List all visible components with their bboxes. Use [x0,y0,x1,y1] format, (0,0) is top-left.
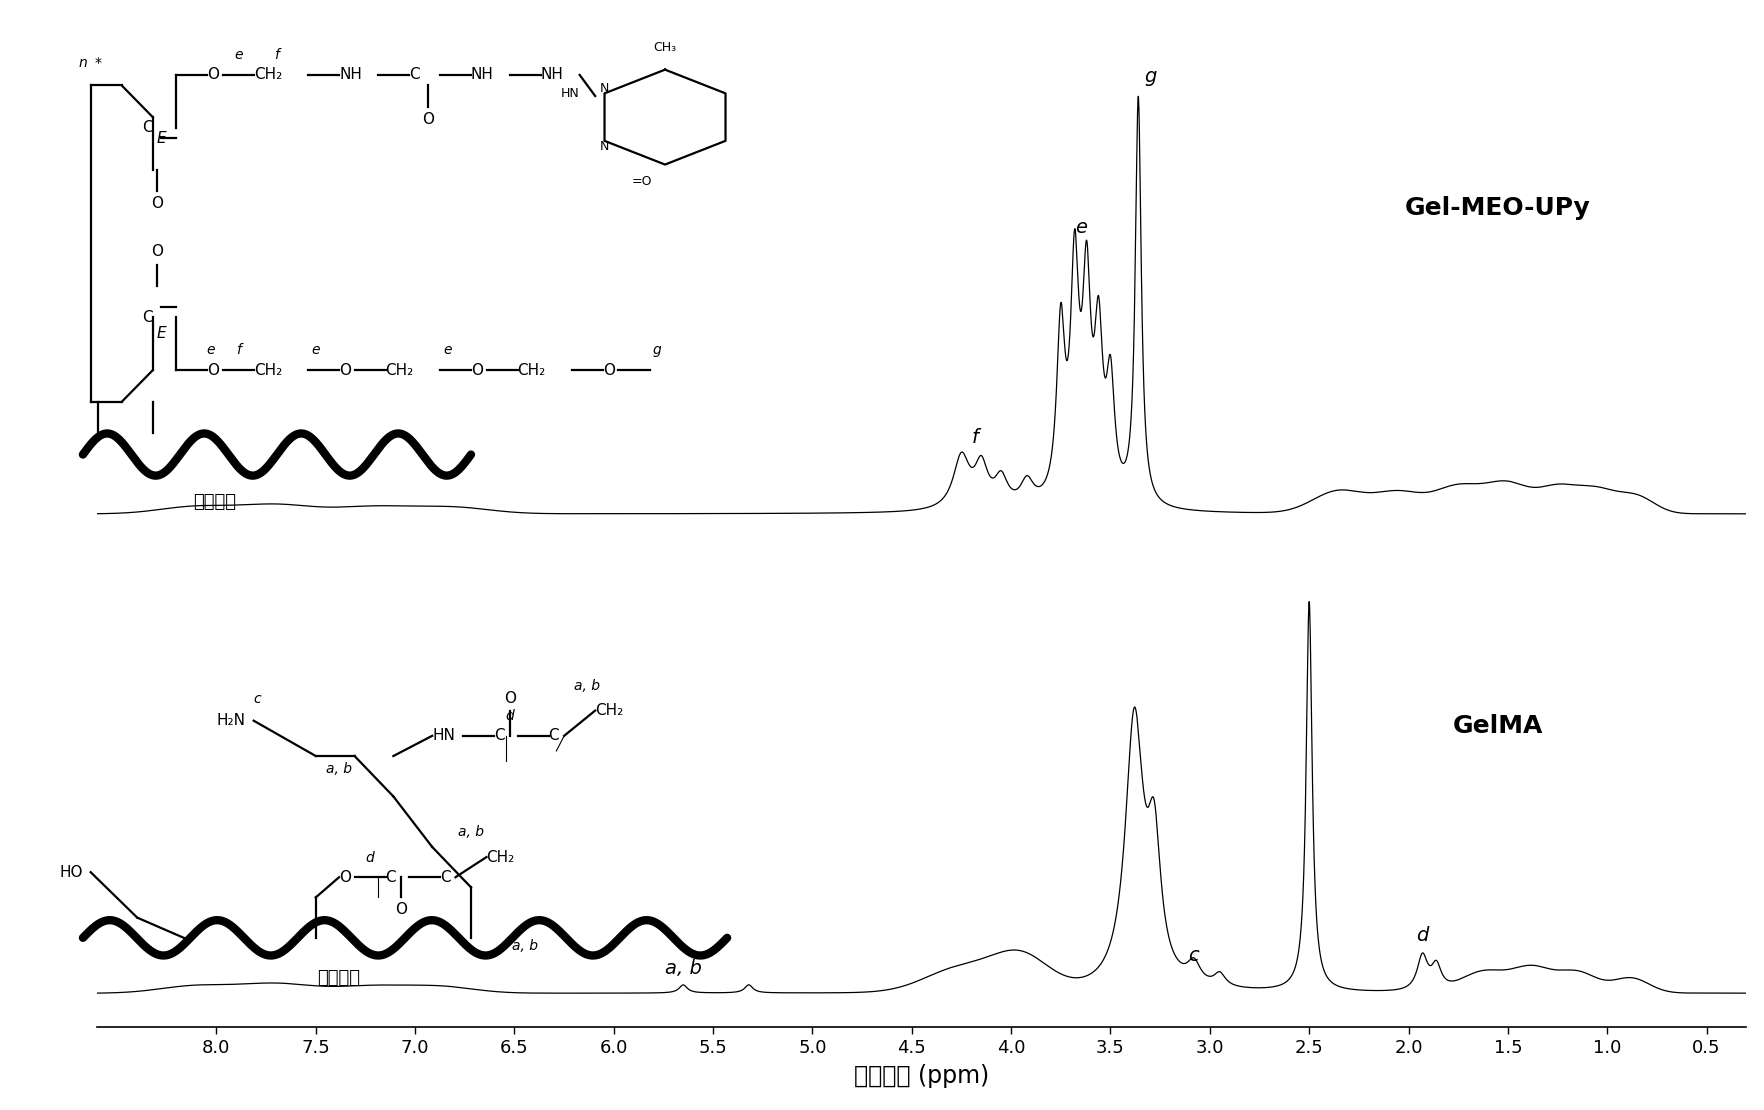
Text: CH₂: CH₂ [254,68,282,82]
Text: O: O [150,196,162,211]
Text: O: O [206,363,219,377]
Text: e: e [206,343,215,357]
Text: H₂N: H₂N [217,713,245,728]
Text: NH: NH [339,68,362,82]
Text: CH₂: CH₂ [386,363,415,377]
Text: GelMA: GelMA [1454,714,1544,738]
Text: C: C [549,728,559,744]
Text: NH: NH [542,68,564,82]
Text: 明胶主链: 明胶主链 [194,493,236,511]
Text: O: O [603,363,616,377]
Text: CH₂: CH₂ [594,703,623,718]
Text: N: N [600,140,609,152]
Text: a, b: a, b [459,826,483,839]
Text: C: C [494,728,505,744]
Text: f: f [972,427,979,446]
Text: =O: =O [632,175,653,188]
Text: a, b: a, b [575,679,600,693]
Text: a, b: a, b [326,763,353,776]
Text: a, b: a, b [665,959,702,978]
Text: CH₃: CH₃ [653,41,677,53]
Text: c: c [254,692,261,706]
Text: g: g [653,343,662,357]
Text: O: O [150,244,162,260]
Text: E: E [157,325,166,341]
Text: c: c [1189,947,1200,966]
Text: NH: NH [471,68,494,82]
Text: d: d [365,850,374,865]
Text: O: O [339,870,351,885]
Text: HN: HN [561,87,580,100]
Text: O: O [395,902,407,918]
Text: C: C [143,120,153,135]
Text: O: O [471,363,483,377]
Text: e: e [443,343,452,357]
Text: HO: HO [60,865,83,880]
Text: CH₂: CH₂ [254,363,282,377]
Text: N: N [600,82,609,94]
Text: C: C [386,870,397,885]
Text: C: C [143,310,153,325]
Text: O: O [339,363,351,377]
Text: CH₂: CH₂ [487,849,515,865]
Text: CH₂: CH₂ [517,363,545,377]
Text: g: g [1145,68,1157,87]
Text: *: * [95,56,102,70]
Text: O: O [206,68,219,82]
Text: e: e [235,48,242,62]
Text: HN: HN [432,728,455,744]
Text: n: n [78,56,86,70]
Text: C: C [409,68,420,82]
Text: e: e [1074,218,1087,236]
Text: 明胶主链: 明胶主链 [318,969,360,987]
Text: a, b: a, b [512,939,538,953]
Text: O: O [422,112,434,127]
Text: Gel-MEO-UPy: Gel-MEO-UPy [1406,196,1591,221]
Text: d: d [1416,926,1429,945]
Text: E: E [157,131,166,145]
X-axis label: 化学位移 (ppm): 化学位移 (ppm) [854,1063,990,1088]
Text: f: f [236,343,240,357]
Text: f: f [275,48,279,62]
Text: e: e [312,343,319,357]
Text: C: C [439,870,450,885]
Text: d: d [506,709,513,724]
Text: O: O [505,690,515,706]
